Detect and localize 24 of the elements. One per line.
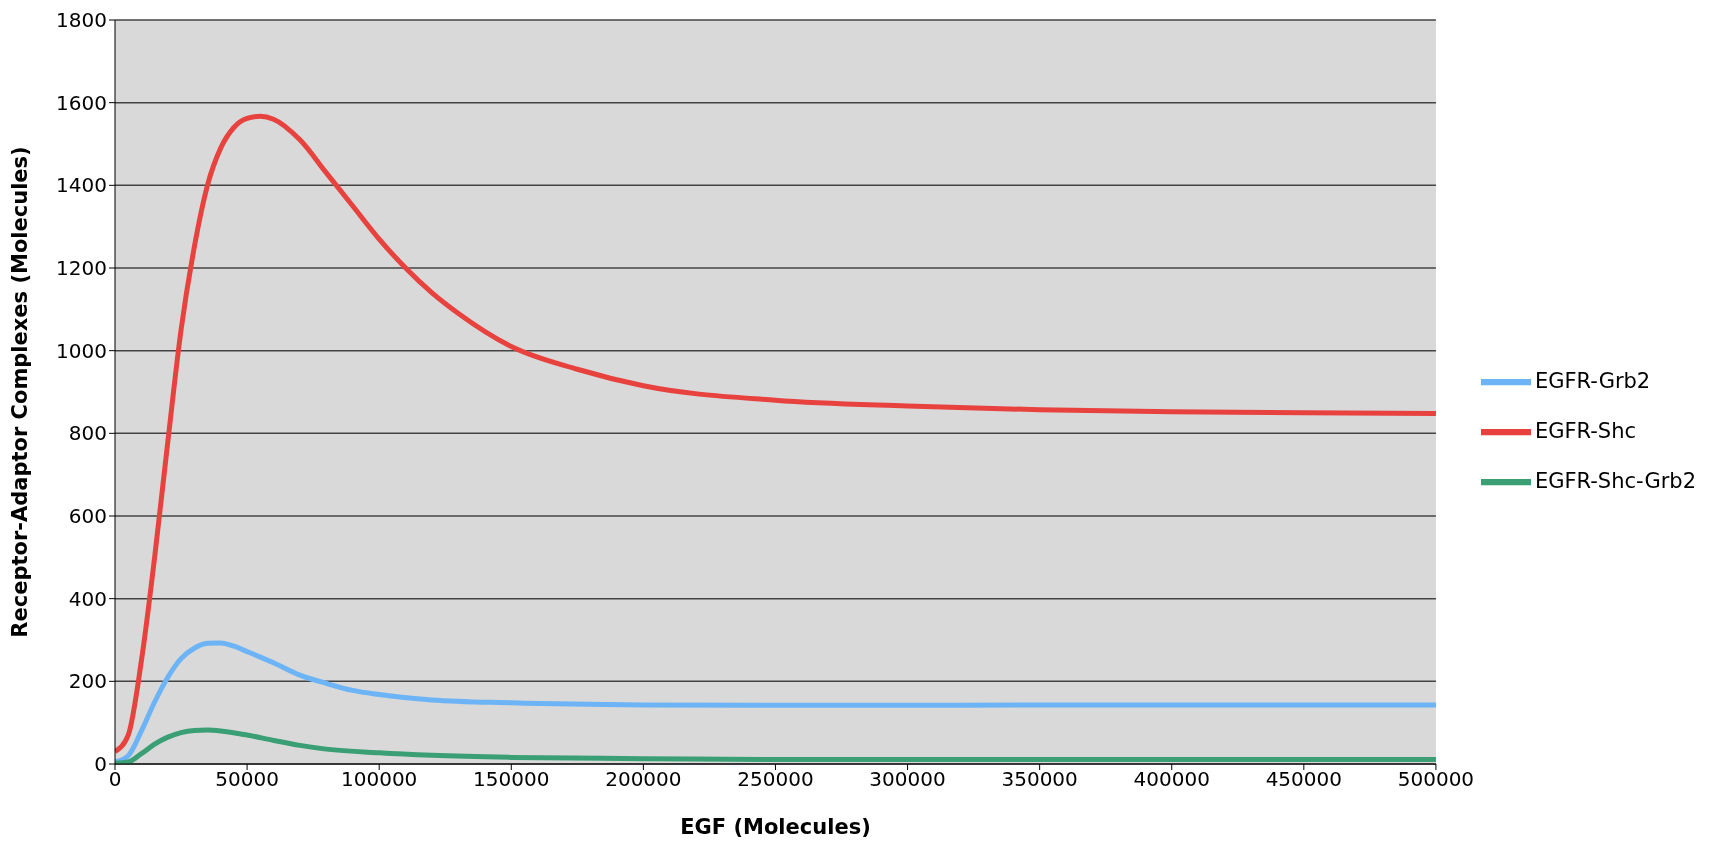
x-tick-label: 450000 — [1265, 767, 1343, 792]
y-tick-label: 800 — [68, 421, 107, 446]
x-tick-label: 50000 — [215, 767, 279, 792]
x-tick-label: 250000 — [737, 767, 814, 792]
y-axis-title: Receptor-Adaptor Complexes (Molecules) — [8, 146, 33, 638]
legend-label: EGFR-Shc-Grb2 — [1534, 469, 1696, 493]
y-tick-label: 1000 — [56, 338, 107, 363]
x-tick-label: 200000 — [605, 767, 682, 792]
legend-label: EGFR-Shc — [1534, 419, 1637, 443]
legend-label: EGFR-Grb2 — [1534, 369, 1651, 393]
x-tick-label: 150000 — [473, 767, 550, 792]
y-tick-label: 1400 — [56, 173, 107, 198]
y-tick-label: 200 — [68, 669, 107, 694]
x-tick-label: 400000 — [1133, 767, 1210, 792]
y-tick-label: 600 — [68, 504, 107, 529]
x-axis-title: EGF (Molecules) — [680, 815, 871, 839]
x-tick-label: 350000 — [1001, 767, 1078, 792]
x-tick-label: 500000 — [1397, 767, 1475, 792]
y-tick-label: 1800 — [56, 8, 107, 33]
y-tick-label: 400 — [68, 586, 107, 611]
x-tick-label: 100000 — [341, 767, 418, 792]
x-tick-label: 300000 — [869, 767, 946, 792]
y-tick-label: 1600 — [56, 90, 107, 115]
y-tick-label: 1200 — [56, 256, 107, 281]
